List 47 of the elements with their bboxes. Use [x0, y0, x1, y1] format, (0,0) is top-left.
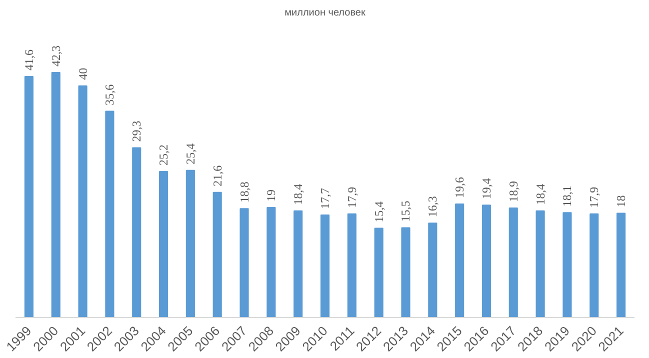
- bar: [51, 72, 60, 318]
- data-label: 40: [76, 68, 90, 80]
- data-label: 42,3: [48, 46, 63, 66]
- bar: [508, 208, 518, 318]
- data-label: 21,6: [210, 165, 224, 186]
- data-label: 18,8: [237, 182, 252, 203]
- data-label: 19,6: [452, 176, 467, 198]
- data-label: 18,9: [506, 181, 520, 202]
- data-label: 25,2: [156, 144, 171, 166]
- data-label: 17,9: [587, 186, 602, 208]
- bar: [320, 214, 330, 318]
- bar: [347, 213, 356, 318]
- data-label: 15,5: [398, 200, 413, 222]
- bar: [616, 212, 626, 318]
- bar: [562, 212, 572, 318]
- bar: [266, 206, 276, 318]
- bar: [428, 222, 438, 318]
- bar: [455, 203, 464, 318]
- data-label: 18: [614, 195, 628, 208]
- bar: [240, 208, 249, 318]
- bar: [132, 147, 142, 318]
- data-label: 25,4: [183, 143, 198, 164]
- chart-title: миллион человек: [284, 8, 366, 18]
- data-label: 41,6: [22, 50, 36, 71]
- bar: [186, 170, 195, 318]
- bar: [536, 210, 545, 318]
- bar: [78, 85, 88, 318]
- bar: [24, 76, 34, 318]
- data-label: 18,1: [560, 186, 574, 207]
- data-label: 19,4: [479, 178, 494, 200]
- bar: [401, 227, 410, 318]
- data-label: 17,7: [318, 188, 332, 209]
- bar: [482, 204, 492, 318]
- data-label: 18,4: [291, 184, 306, 205]
- data-label: 18,4: [533, 184, 548, 205]
- data-label: 17,9: [344, 186, 359, 208]
- bar: [212, 192, 222, 318]
- data-label: 19: [264, 189, 278, 202]
- data-label: 29,3: [130, 120, 144, 142]
- data-label: 35,6: [102, 84, 117, 106]
- data-label: 16,3: [426, 196, 440, 218]
- bar: [105, 110, 114, 318]
- bar: [294, 210, 303, 318]
- bar: [158, 171, 168, 318]
- bar: [590, 213, 599, 318]
- data-label: 15,4: [372, 201, 386, 222]
- bar: [374, 228, 384, 318]
